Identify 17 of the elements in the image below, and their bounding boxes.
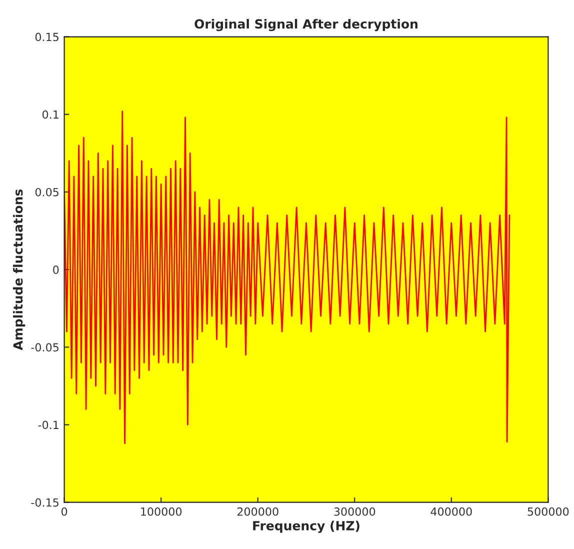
y-tick-label: -0.1 <box>38 420 58 430</box>
chart-title: Original Signal After decryption <box>194 18 418 32</box>
x-tick-label: 400000 <box>430 507 472 516</box>
line-series <box>64 110 510 444</box>
x-tick-label: 200000 <box>237 507 278 516</box>
y-axis-title: Amplitude fluctuations <box>13 189 26 350</box>
x-tick-label: 0 <box>61 507 68 516</box>
x-tick-label: 100000 <box>141 507 182 516</box>
x-tick-label: 500000 <box>528 507 569 516</box>
y-tick-label: -0.05 <box>31 343 58 352</box>
y-tick-label: 0.05 <box>35 188 58 196</box>
x-tick-label: 300000 <box>334 507 376 516</box>
y-tick-label: 0 <box>53 266 59 274</box>
y-tick-label: 0.15 <box>35 32 58 42</box>
y-tick-label: 0.1 <box>42 110 58 119</box>
y-tick-label: -0.15 <box>31 498 58 507</box>
x-axis-title: Frequency (HZ) <box>253 520 360 533</box>
